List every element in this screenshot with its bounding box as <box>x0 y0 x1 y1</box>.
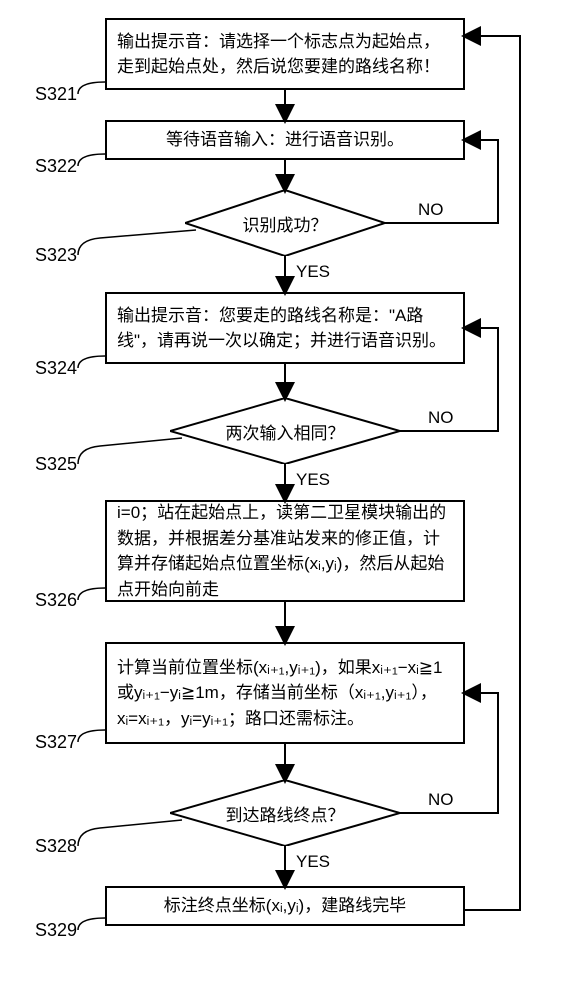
connectors <box>0 0 564 1000</box>
flowchart-canvas: 输出提示音：请选择一个标志点为起始点，走到起始点处，然后说您要建的路线名称！ 等… <box>0 0 564 1000</box>
